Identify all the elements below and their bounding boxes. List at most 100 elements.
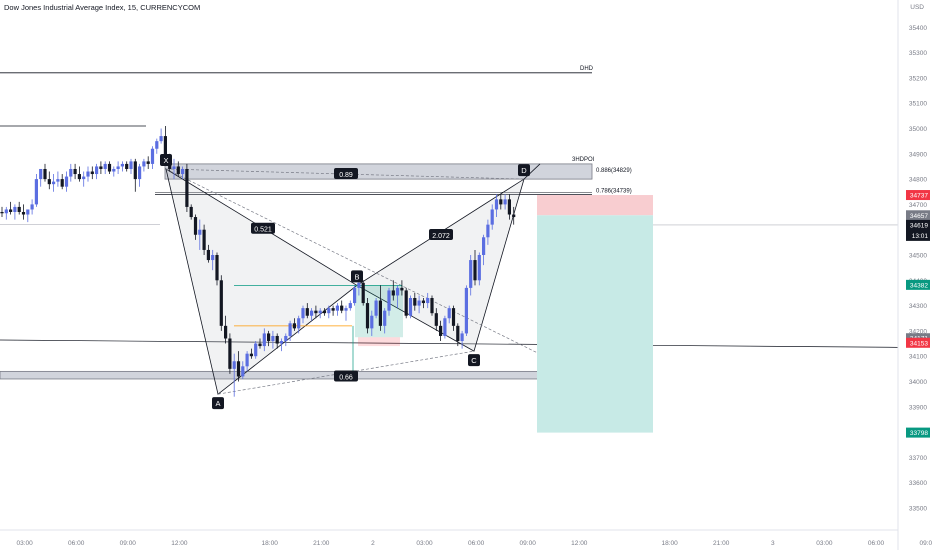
candle-body [469,260,473,288]
price-tick: 34000 [909,379,927,386]
candle-body [30,204,34,210]
price-tick: 34900 [909,151,927,158]
candle-body [297,318,301,329]
candle-body [176,166,180,175]
time-tick: 21:00 [313,540,330,547]
candle-body [224,325,228,339]
price-tag-time: 13:01 [912,233,929,240]
price-tag: 34382 [910,282,928,289]
candle-body [340,305,344,311]
price-tag-badge [906,427,930,438]
ratio-label: 2.072 [432,233,450,240]
candle-body [361,282,365,304]
time-tick: 09:00 [120,540,137,547]
candle-body [95,166,99,175]
candle-body [456,325,460,342]
candle-body [142,161,146,167]
candle-body [439,325,443,336]
candle-body [249,353,253,357]
candle-body [318,310,322,314]
price-tag: 34619 [910,222,928,229]
candle-body [464,287,468,334]
fib-886-label: 0.886(34829) [596,168,632,174]
pattern-point-x-badge [160,153,172,166]
candle-body [0,211,4,214]
candle-body [47,179,51,185]
candle-body [138,166,142,180]
candle-body [133,161,137,180]
pattern-point-c: C [471,356,477,365]
candle-body [499,199,503,205]
candle-body [181,168,185,175]
candle-body [305,308,309,316]
price-tag-badge [906,337,930,348]
candle-body [413,298,417,306]
candle-body [219,280,223,326]
candle-body [64,176,69,187]
candle-body [60,179,64,187]
candle-body [477,255,481,281]
price-tick: 33700 [909,455,927,462]
price-tick: 34800 [909,177,927,184]
price-tick: 35400 [909,25,927,32]
candle-body [374,300,378,316]
ratio-label: 0.521 [254,227,272,234]
candle-body [322,310,327,314]
candle-body [301,308,305,319]
candle-body [404,290,408,316]
time-tick: 18:00 [262,540,279,547]
dhd-label: DHD [580,66,594,72]
fib-786-label: 0.786(34739) [596,189,632,195]
candle-body [344,308,348,311]
candle-body [163,136,167,159]
candle-body [365,303,370,329]
candle-body [426,298,430,304]
candle-body [258,343,262,347]
candle-body [335,305,339,311]
time-tick: 18:00 [661,540,678,547]
candle-body [507,199,511,215]
candle-body [400,287,404,291]
candle-body [39,168,43,180]
candle-body [86,171,90,177]
candle-body [155,141,159,149]
candle-body [159,136,163,142]
candle-body [56,179,60,182]
candle-body [211,255,215,261]
candle-body [17,206,21,212]
candle-body [4,209,8,214]
ratio-badge [334,370,358,382]
pattern-point-a-badge [212,397,224,410]
candle-body [512,214,516,218]
candle-body [172,166,176,169]
candle-body [215,255,219,281]
poi-zone-label: 3HDPOI [572,157,595,163]
candle-body [460,333,464,342]
candle-body [9,209,13,212]
price-axis-currency: USD [910,4,924,11]
candle-body [421,300,425,304]
candle-body [387,290,391,311]
time-tick: 09:00 [919,540,932,547]
price-tag: 33798 [910,430,928,437]
candle-body [396,287,400,296]
candle-body [43,168,47,180]
price-tick: 33600 [909,480,927,487]
price-tag-badge [906,219,930,241]
candle-body [447,308,451,319]
candle-body [120,163,124,167]
ratio-badge [251,222,275,234]
xab-triangle [165,168,358,395]
candle-body [275,335,279,344]
time-tick: 03:00 [816,540,833,547]
candle-body [279,341,284,344]
candle-body [150,148,155,164]
candle-body [202,229,206,250]
price-tick: 34300 [909,303,927,310]
time-tick: 06:00 [868,540,885,547]
target-zone [537,215,653,433]
candle-body [494,199,499,210]
candle-body [245,353,249,367]
